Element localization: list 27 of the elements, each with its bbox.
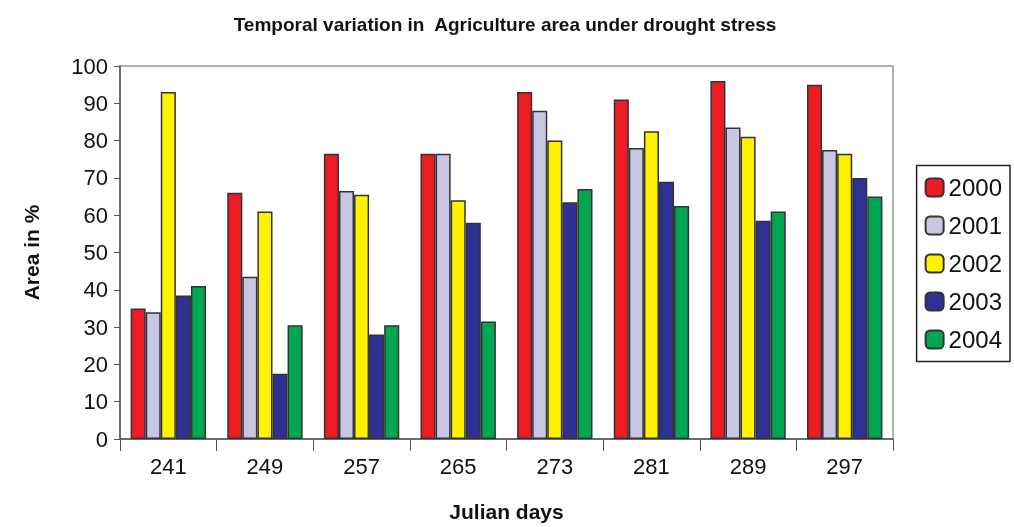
y-tick-label: 30 xyxy=(83,314,108,340)
x-tick-label: 289 xyxy=(729,453,767,479)
y-tick-label: 70 xyxy=(83,165,108,191)
x-tick-label: 281 xyxy=(633,453,670,479)
y-tick-label: 60 xyxy=(83,202,108,228)
x-tick-label: 273 xyxy=(536,453,574,479)
x-axis-title: Julian days xyxy=(449,500,564,523)
chart-title: Temporal variation in Agriculture area under drought stress xyxy=(233,14,777,35)
x-tick-label: 241 xyxy=(149,453,187,479)
y-axis-title: Area in % xyxy=(20,204,43,301)
legend-label: 2001 xyxy=(948,212,1002,239)
x-tick-label: 265 xyxy=(439,453,477,479)
legend-label: 2003 xyxy=(948,288,1002,315)
y-tick-label: 50 xyxy=(83,240,108,265)
x-tick-label: 257 xyxy=(343,453,380,479)
y-tick-label: 10 xyxy=(83,389,108,415)
y-tick-label: 0 xyxy=(95,426,108,452)
y-tick-label: 100 xyxy=(71,53,108,79)
y-tick-label: 40 xyxy=(83,277,108,303)
x-tick-label: 297 xyxy=(826,453,864,479)
legend-label: 2002 xyxy=(948,250,1002,277)
legend-label: 2004 xyxy=(948,326,1002,353)
y-tick-label: 80 xyxy=(83,128,108,154)
y-tick-label: 90 xyxy=(83,90,108,116)
y-tick-label: 20 xyxy=(83,351,108,377)
legend-label: 2000 xyxy=(948,174,1002,201)
x-tick-label: 249 xyxy=(246,453,284,479)
